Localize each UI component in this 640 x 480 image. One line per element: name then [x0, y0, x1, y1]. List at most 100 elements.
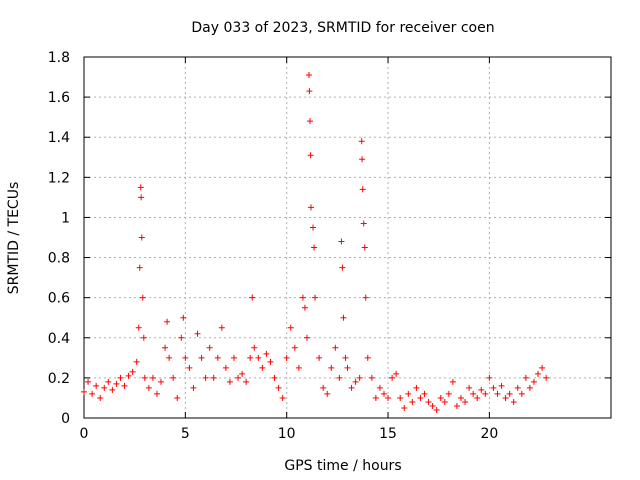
y-tick-label: 1.8	[48, 50, 70, 66]
data-point	[174, 394, 181, 401]
data-point	[385, 394, 392, 401]
data-point	[81, 388, 87, 395]
data-point	[478, 386, 485, 393]
data-point	[255, 354, 262, 361]
data-point	[243, 378, 250, 385]
data-point	[247, 354, 254, 361]
data-point	[328, 364, 335, 371]
data-point	[359, 186, 366, 193]
data-point	[198, 354, 205, 361]
data-point	[101, 384, 108, 391]
data-point	[135, 324, 142, 331]
data-point	[138, 234, 145, 241]
data-point	[360, 220, 367, 227]
data-point	[510, 398, 517, 405]
data-point	[158, 378, 165, 385]
data-point	[466, 384, 473, 391]
data-point	[279, 394, 286, 401]
data-point	[249, 294, 256, 301]
x-tick-label: 0	[80, 426, 89, 442]
data-point	[441, 398, 448, 405]
data-point	[401, 404, 408, 411]
data-point	[348, 384, 355, 391]
data-point	[320, 384, 327, 391]
data-point	[514, 384, 521, 391]
data-point	[474, 394, 481, 401]
x-axis-label: GPS time / hours	[284, 458, 401, 474]
data-point	[506, 390, 513, 397]
data-point	[162, 344, 169, 351]
data-point	[310, 224, 317, 231]
data-point	[433, 406, 440, 413]
data-point	[186, 364, 193, 371]
data-point	[462, 398, 469, 405]
data-point	[125, 372, 132, 379]
data-point	[129, 368, 136, 375]
data-point	[133, 358, 140, 365]
data-point	[413, 384, 420, 391]
data-point	[93, 382, 100, 389]
data-series-srmtid	[81, 72, 550, 413]
data-point	[316, 354, 323, 361]
data-point	[89, 390, 96, 397]
data-point	[259, 364, 266, 371]
data-point	[308, 204, 315, 211]
data-point	[421, 390, 428, 397]
x-tick-label: 5	[181, 426, 190, 442]
data-point	[263, 350, 270, 357]
data-point	[425, 398, 432, 405]
data-point	[149, 374, 156, 381]
data-point	[486, 374, 493, 381]
y-tick-label: 1	[61, 210, 70, 226]
data-point	[417, 394, 424, 401]
data-point	[226, 378, 233, 385]
data-point	[239, 370, 246, 377]
data-point	[145, 384, 152, 391]
data-point	[376, 384, 383, 391]
data-point	[299, 294, 306, 301]
x-tick-label: 20	[480, 426, 498, 442]
data-point	[136, 264, 143, 271]
data-point	[301, 304, 308, 311]
data-point	[380, 390, 387, 397]
data-point	[202, 374, 209, 381]
data-point	[338, 238, 345, 245]
y-tick-label: 0.6	[48, 291, 70, 307]
x-tick-label: 10	[278, 426, 296, 442]
data-point	[429, 402, 436, 409]
plot-frame	[83, 56, 612, 419]
data-point	[352, 378, 359, 385]
data-point	[324, 390, 331, 397]
data-point	[275, 384, 282, 391]
data-point	[113, 380, 120, 387]
y-tick-label: 0.2	[48, 371, 70, 387]
data-point	[494, 390, 501, 397]
data-point	[303, 334, 310, 341]
data-point	[356, 374, 363, 381]
data-point	[362, 294, 369, 301]
data-point	[105, 378, 112, 385]
data-point	[535, 370, 542, 377]
data-point	[339, 264, 346, 271]
data-point	[137, 184, 144, 191]
data-point	[336, 374, 343, 381]
y-axis-label: SRMTID / TECUs	[6, 182, 22, 295]
data-point	[170, 374, 177, 381]
data-point	[530, 378, 537, 385]
y-tick-label: 0.8	[48, 251, 70, 267]
data-point	[306, 88, 313, 95]
data-point	[291, 344, 298, 351]
data-point	[482, 390, 489, 397]
data-point	[166, 354, 173, 361]
x-axis-ticks: 0 5 10 15 20	[80, 57, 498, 442]
data-point	[206, 344, 213, 351]
data-point	[117, 374, 124, 381]
data-point	[361, 244, 368, 251]
data-point	[358, 138, 365, 145]
data-point	[153, 390, 160, 397]
data-point	[342, 354, 349, 361]
data-point	[405, 390, 412, 397]
data-point	[271, 374, 278, 381]
data-point	[180, 314, 187, 321]
